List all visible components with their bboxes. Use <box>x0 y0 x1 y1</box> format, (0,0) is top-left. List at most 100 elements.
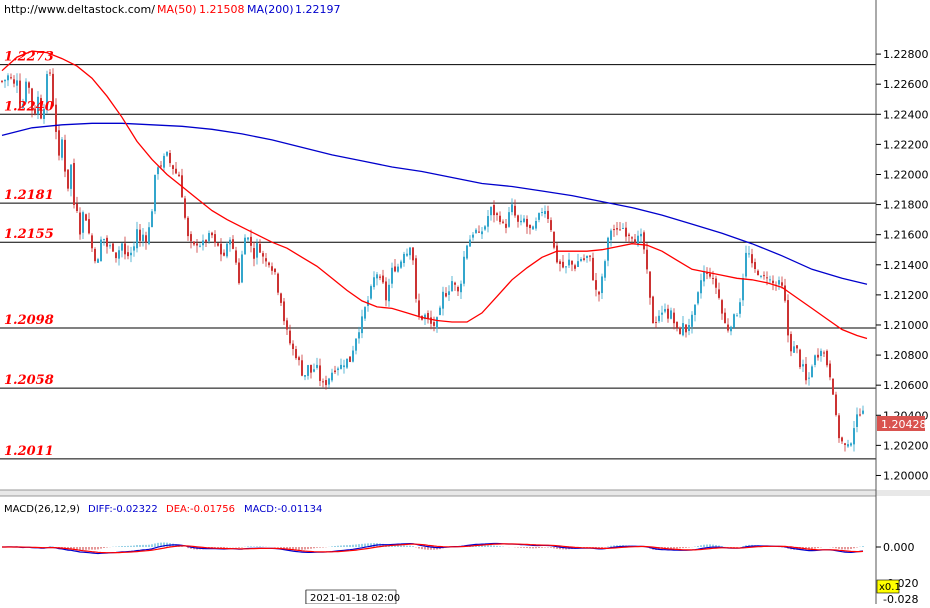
candle <box>466 244 468 260</box>
level-label: 1.2058 <box>4 373 54 388</box>
candle <box>517 214 519 228</box>
candle <box>13 75 15 88</box>
candle <box>196 239 198 253</box>
candle <box>346 358 348 370</box>
candle <box>337 366 339 376</box>
candle <box>550 217 552 232</box>
candle <box>652 295 654 324</box>
candle <box>505 218 507 234</box>
candle <box>403 251 405 267</box>
macd-dea-value: DEA:-0.01756 <box>166 504 235 515</box>
candle <box>52 68 54 107</box>
candle <box>1 80 3 84</box>
candle <box>94 247 96 264</box>
candle <box>427 310 429 324</box>
ma50-line <box>1 50 868 340</box>
candle <box>244 234 246 255</box>
candle <box>721 298 723 320</box>
candle <box>541 207 543 217</box>
candle <box>40 94 42 120</box>
candle <box>7 73 9 87</box>
price-pane[interactable]: 1.2273 1.2240 1.2181 1.2155 1.2098 1.2058 1.20… <box>0 50 876 460</box>
candle <box>844 442 846 452</box>
price-axis-label: 1.21800 <box>883 199 929 212</box>
candle <box>262 250 264 264</box>
candle <box>31 87 33 118</box>
candle <box>55 98 57 140</box>
candle <box>67 169 69 192</box>
price-axis-label: 1.21000 <box>883 319 929 332</box>
candle <box>295 345 297 360</box>
candle <box>763 271 765 280</box>
candle <box>778 276 780 290</box>
candle <box>370 284 372 300</box>
candle <box>70 164 72 197</box>
candle <box>100 236 102 262</box>
candle <box>418 293 420 320</box>
candle <box>802 359 804 373</box>
candle <box>199 243 201 248</box>
macd-zero-label: 0.000 <box>883 541 915 554</box>
level-label: 1.2273 <box>4 50 54 65</box>
candle <box>460 280 462 299</box>
candle <box>835 391 837 417</box>
candle <box>19 73 21 110</box>
candle <box>727 318 729 333</box>
macd-pane[interactable] <box>2 542 864 555</box>
candle <box>229 237 231 252</box>
candle <box>715 275 717 294</box>
candle <box>736 313 738 317</box>
candle <box>793 340 795 353</box>
candle <box>451 276 453 292</box>
pane-separator[interactable] <box>0 490 930 496</box>
candle <box>25 78 27 104</box>
candle <box>238 258 240 285</box>
candle <box>463 251 465 287</box>
candle <box>559 259 561 272</box>
ma200-line <box>1 122 868 285</box>
candle <box>361 309 363 339</box>
candle <box>214 230 216 247</box>
candle <box>157 165 159 180</box>
candle <box>841 436 843 445</box>
candle <box>319 358 321 387</box>
candle <box>577 253 579 268</box>
candle <box>340 358 342 370</box>
candle <box>154 174 156 215</box>
macd-factor-badge[interactable] <box>876 579 900 594</box>
candle <box>373 271 375 290</box>
candle <box>538 212 540 223</box>
candle <box>307 364 309 380</box>
candle <box>526 215 528 234</box>
candle <box>496 211 498 221</box>
ma50-value: 1.21508 <box>199 3 245 16</box>
candle <box>487 210 489 233</box>
price-axis-label: 1.22400 <box>883 108 929 121</box>
price-axis[interactable]: 1.22800 1.22600 1.22400 1.22200 1.22000 1.218… <box>876 48 929 482</box>
candle <box>142 228 144 247</box>
candle <box>760 275 762 279</box>
candle <box>850 442 852 447</box>
candle <box>184 195 186 220</box>
candle <box>178 171 180 177</box>
candle <box>169 149 171 167</box>
candle <box>85 213 87 221</box>
candle <box>79 207 81 240</box>
candle <box>247 236 249 242</box>
candle <box>382 269 384 284</box>
candle <box>514 199 516 218</box>
candle <box>529 224 531 235</box>
candle <box>598 290 600 302</box>
candle <box>838 413 840 443</box>
candle <box>847 439 849 448</box>
macd-bottom-label: -0.028 <box>883 593 918 604</box>
candle <box>535 217 537 231</box>
candle <box>73 158 75 209</box>
candle <box>133 241 135 257</box>
candle <box>448 285 450 301</box>
candle <box>586 255 588 263</box>
candle <box>664 303 666 314</box>
candle <box>640 228 642 244</box>
